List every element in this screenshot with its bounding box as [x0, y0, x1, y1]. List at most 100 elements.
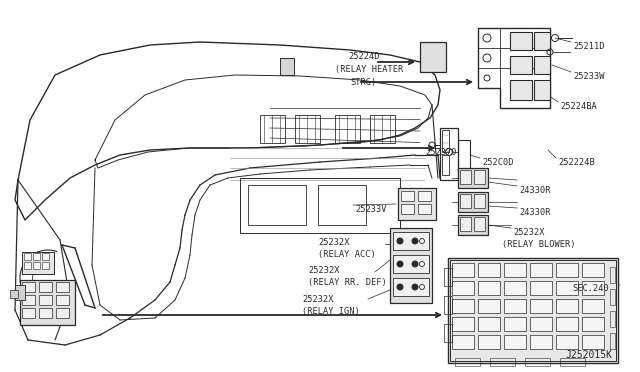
- Bar: [530, 317, 552, 331]
- Bar: [534, 32, 550, 50]
- Bar: [458, 192, 488, 212]
- Bar: [582, 281, 604, 295]
- Bar: [442, 130, 449, 152]
- Bar: [525, 358, 550, 366]
- Bar: [20, 280, 75, 325]
- Text: (RELAY IGN): (RELAY IGN): [302, 307, 360, 316]
- Bar: [460, 194, 471, 208]
- Text: (RELAY BLOWER): (RELAY BLOWER): [502, 240, 575, 249]
- Bar: [460, 217, 471, 231]
- Bar: [504, 263, 526, 277]
- Bar: [22, 282, 35, 292]
- Bar: [418, 191, 431, 201]
- Bar: [610, 289, 615, 305]
- Text: 25232X: 25232X: [513, 228, 545, 237]
- Circle shape: [397, 238, 403, 244]
- Bar: [39, 295, 52, 305]
- Bar: [444, 268, 452, 286]
- Bar: [510, 56, 532, 74]
- Bar: [42, 262, 49, 269]
- Bar: [260, 115, 285, 143]
- Bar: [452, 299, 474, 313]
- Bar: [440, 128, 458, 180]
- Bar: [240, 178, 400, 233]
- Bar: [22, 308, 35, 318]
- Bar: [510, 80, 532, 100]
- Bar: [370, 115, 395, 143]
- Bar: [393, 232, 429, 250]
- Bar: [610, 333, 615, 349]
- Bar: [22, 295, 35, 305]
- Bar: [458, 168, 488, 188]
- Text: 25233W: 25233W: [573, 72, 605, 81]
- Text: 252370: 252370: [425, 148, 456, 157]
- Text: 252224B: 252224B: [558, 158, 595, 167]
- Bar: [24, 253, 31, 260]
- Text: SEC.240: SEC.240: [572, 284, 609, 293]
- Bar: [420, 42, 446, 72]
- Bar: [490, 358, 515, 366]
- Bar: [455, 358, 480, 366]
- Circle shape: [397, 261, 403, 267]
- Bar: [10, 290, 18, 298]
- Bar: [295, 115, 320, 143]
- Bar: [504, 281, 526, 295]
- Bar: [390, 228, 432, 303]
- Bar: [610, 311, 615, 327]
- Bar: [474, 194, 485, 208]
- Text: (RELAY HEATER: (RELAY HEATER: [335, 65, 403, 74]
- Bar: [15, 285, 25, 300]
- Bar: [460, 170, 471, 184]
- Bar: [510, 32, 532, 50]
- Bar: [401, 191, 414, 201]
- Bar: [610, 267, 615, 283]
- Bar: [42, 253, 49, 260]
- Text: 252C0D: 252C0D: [482, 158, 513, 167]
- Bar: [458, 140, 470, 172]
- Bar: [56, 282, 69, 292]
- Bar: [504, 335, 526, 349]
- Bar: [335, 115, 360, 143]
- Bar: [452, 263, 474, 277]
- Bar: [530, 263, 552, 277]
- Bar: [248, 185, 306, 225]
- Bar: [504, 317, 526, 331]
- Text: 24330R: 24330R: [519, 208, 550, 217]
- Bar: [582, 317, 604, 331]
- Bar: [418, 204, 431, 214]
- Text: 24330R: 24330R: [519, 186, 550, 195]
- Bar: [458, 215, 488, 235]
- Bar: [556, 335, 578, 349]
- Bar: [452, 335, 474, 349]
- Bar: [534, 80, 550, 100]
- Bar: [280, 58, 294, 75]
- Bar: [444, 296, 452, 314]
- Bar: [474, 217, 485, 231]
- Text: 25232X: 25232X: [302, 295, 333, 304]
- Text: (RELAY RR. DEF): (RELAY RR. DEF): [308, 278, 387, 287]
- Bar: [56, 295, 69, 305]
- Bar: [556, 263, 578, 277]
- Bar: [582, 299, 604, 313]
- Text: 25224BA: 25224BA: [560, 102, 596, 111]
- Bar: [393, 255, 429, 273]
- Bar: [33, 253, 40, 260]
- Circle shape: [412, 238, 418, 244]
- Bar: [474, 170, 485, 184]
- Text: (RELAY ACC): (RELAY ACC): [318, 250, 376, 259]
- Bar: [478, 335, 500, 349]
- Circle shape: [412, 284, 418, 290]
- Bar: [22, 252, 54, 274]
- Bar: [452, 317, 474, 331]
- Text: 25232X: 25232X: [308, 266, 339, 275]
- Bar: [442, 155, 449, 175]
- Bar: [530, 299, 552, 313]
- Bar: [393, 278, 429, 296]
- Text: STRG): STRG): [350, 78, 376, 87]
- Bar: [39, 308, 52, 318]
- Bar: [448, 258, 618, 363]
- Bar: [556, 299, 578, 313]
- Bar: [401, 204, 414, 214]
- Bar: [24, 262, 31, 269]
- Bar: [39, 282, 52, 292]
